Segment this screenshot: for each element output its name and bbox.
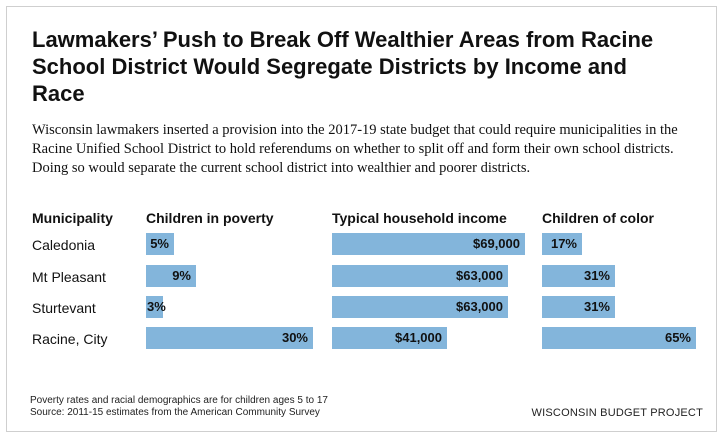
bar-color-caledonia (542, 233, 582, 255)
row-label-mt-pleasant: Mt Pleasant (32, 269, 106, 285)
footnote-line: Poverty rates and racial demographics ar… (30, 395, 328, 406)
row-label-sturtevant: Sturtevant (32, 300, 96, 316)
footnote: Poverty rates and racial demographics ar… (30, 395, 328, 419)
bar-poverty-mt-pleasant (146, 265, 196, 287)
bar-income-caledonia (332, 233, 525, 255)
bar-poverty-caledonia (146, 233, 174, 255)
bar-label-color-caledonia: 17% (550, 236, 577, 251)
bar-label-income-racine-city: $41,000 (395, 330, 442, 345)
bar-label-poverty-mt-pleasant: 9% (172, 268, 191, 283)
bar-label-color-sturtevant: 31% (583, 299, 610, 314)
bar-color-mt-pleasant (542, 265, 615, 287)
bar-color-sturtevant (542, 296, 615, 318)
bar-income-sturtevant (332, 296, 508, 318)
bar-income-racine-city (332, 327, 447, 349)
bar-label-color-racine-city: 65% (664, 330, 691, 345)
bar-label-income-caledonia: $69,000 (473, 236, 520, 251)
chart-subtitle: Wisconsin lawmakers inserted a provision… (32, 122, 678, 176)
chart-title: Lawmakers’ Push to Break Off Wealthier A… (32, 27, 654, 106)
brand-label: WISCONSIN BUDGET PROJECT (531, 407, 703, 419)
bar-color-racine-city (542, 327, 696, 349)
bar-label-color-mt-pleasant: 31% (583, 268, 610, 283)
bar-label-income-mt-pleasant: $63,000 (456, 268, 503, 283)
bar-label-income-sturtevant: $63,000 (456, 299, 503, 314)
bar-poverty-racine-city (146, 327, 313, 349)
row-label-caledonia: Caledonia (32, 237, 96, 253)
column-header-municipality: Municipality (32, 210, 113, 226)
column-header-children-of-color: Children of color (542, 210, 654, 226)
bar-poverty-sturtevant (146, 296, 163, 318)
footnote-line: Source: 2011-15 estimates from the Ameri… (30, 407, 320, 418)
column-header-income: Typical household income (332, 210, 507, 226)
chart-frame (6, 6, 717, 432)
row-label-racine-city: Racine, City (32, 331, 108, 347)
bar-label-poverty-sturtevant: 3% (147, 299, 166, 314)
column-header-poverty: Children in poverty (146, 210, 274, 226)
bar-income-mt-pleasant (332, 265, 508, 287)
bar-label-poverty-caledonia: 5% (150, 236, 169, 251)
bar-label-poverty-racine-city: 30% (281, 330, 308, 345)
